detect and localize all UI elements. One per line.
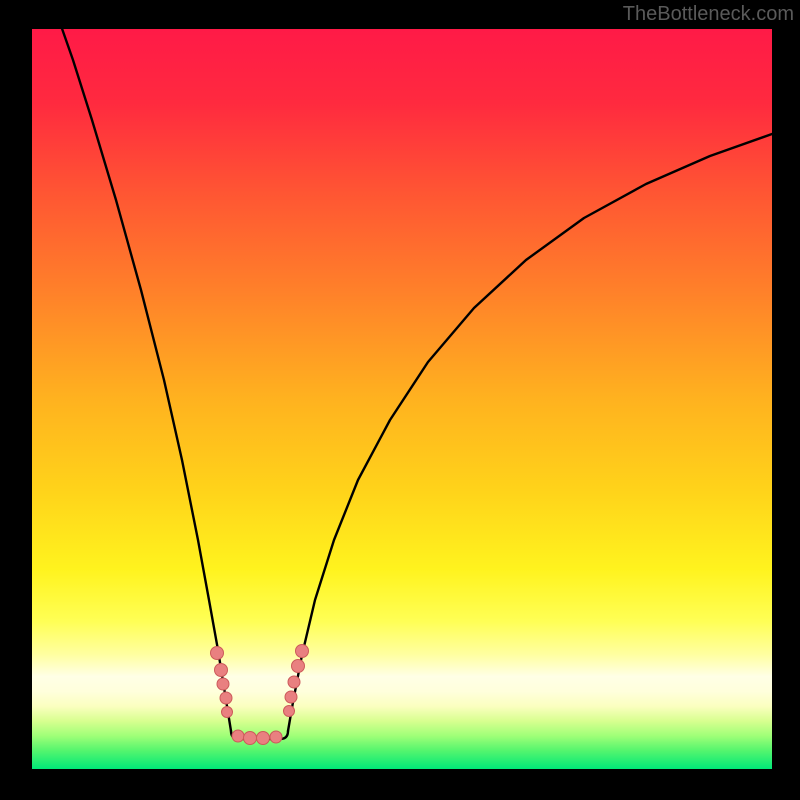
marker-point (285, 691, 297, 703)
marker-point (211, 647, 224, 660)
marker-point (220, 692, 232, 704)
marker-point (244, 732, 257, 745)
marker-point (257, 732, 270, 745)
marker-point (217, 678, 229, 690)
marker-point (284, 706, 295, 717)
gradient-background (32, 29, 772, 769)
marker-point (296, 645, 309, 658)
marker-point (232, 730, 244, 742)
marker-point (292, 660, 305, 673)
marker-point (222, 707, 233, 718)
marker-point (288, 676, 300, 688)
marker-point (215, 664, 228, 677)
chart-svg (0, 0, 800, 800)
marker-point (270, 731, 282, 743)
watermark-text: TheBottleneck.com (623, 3, 794, 26)
